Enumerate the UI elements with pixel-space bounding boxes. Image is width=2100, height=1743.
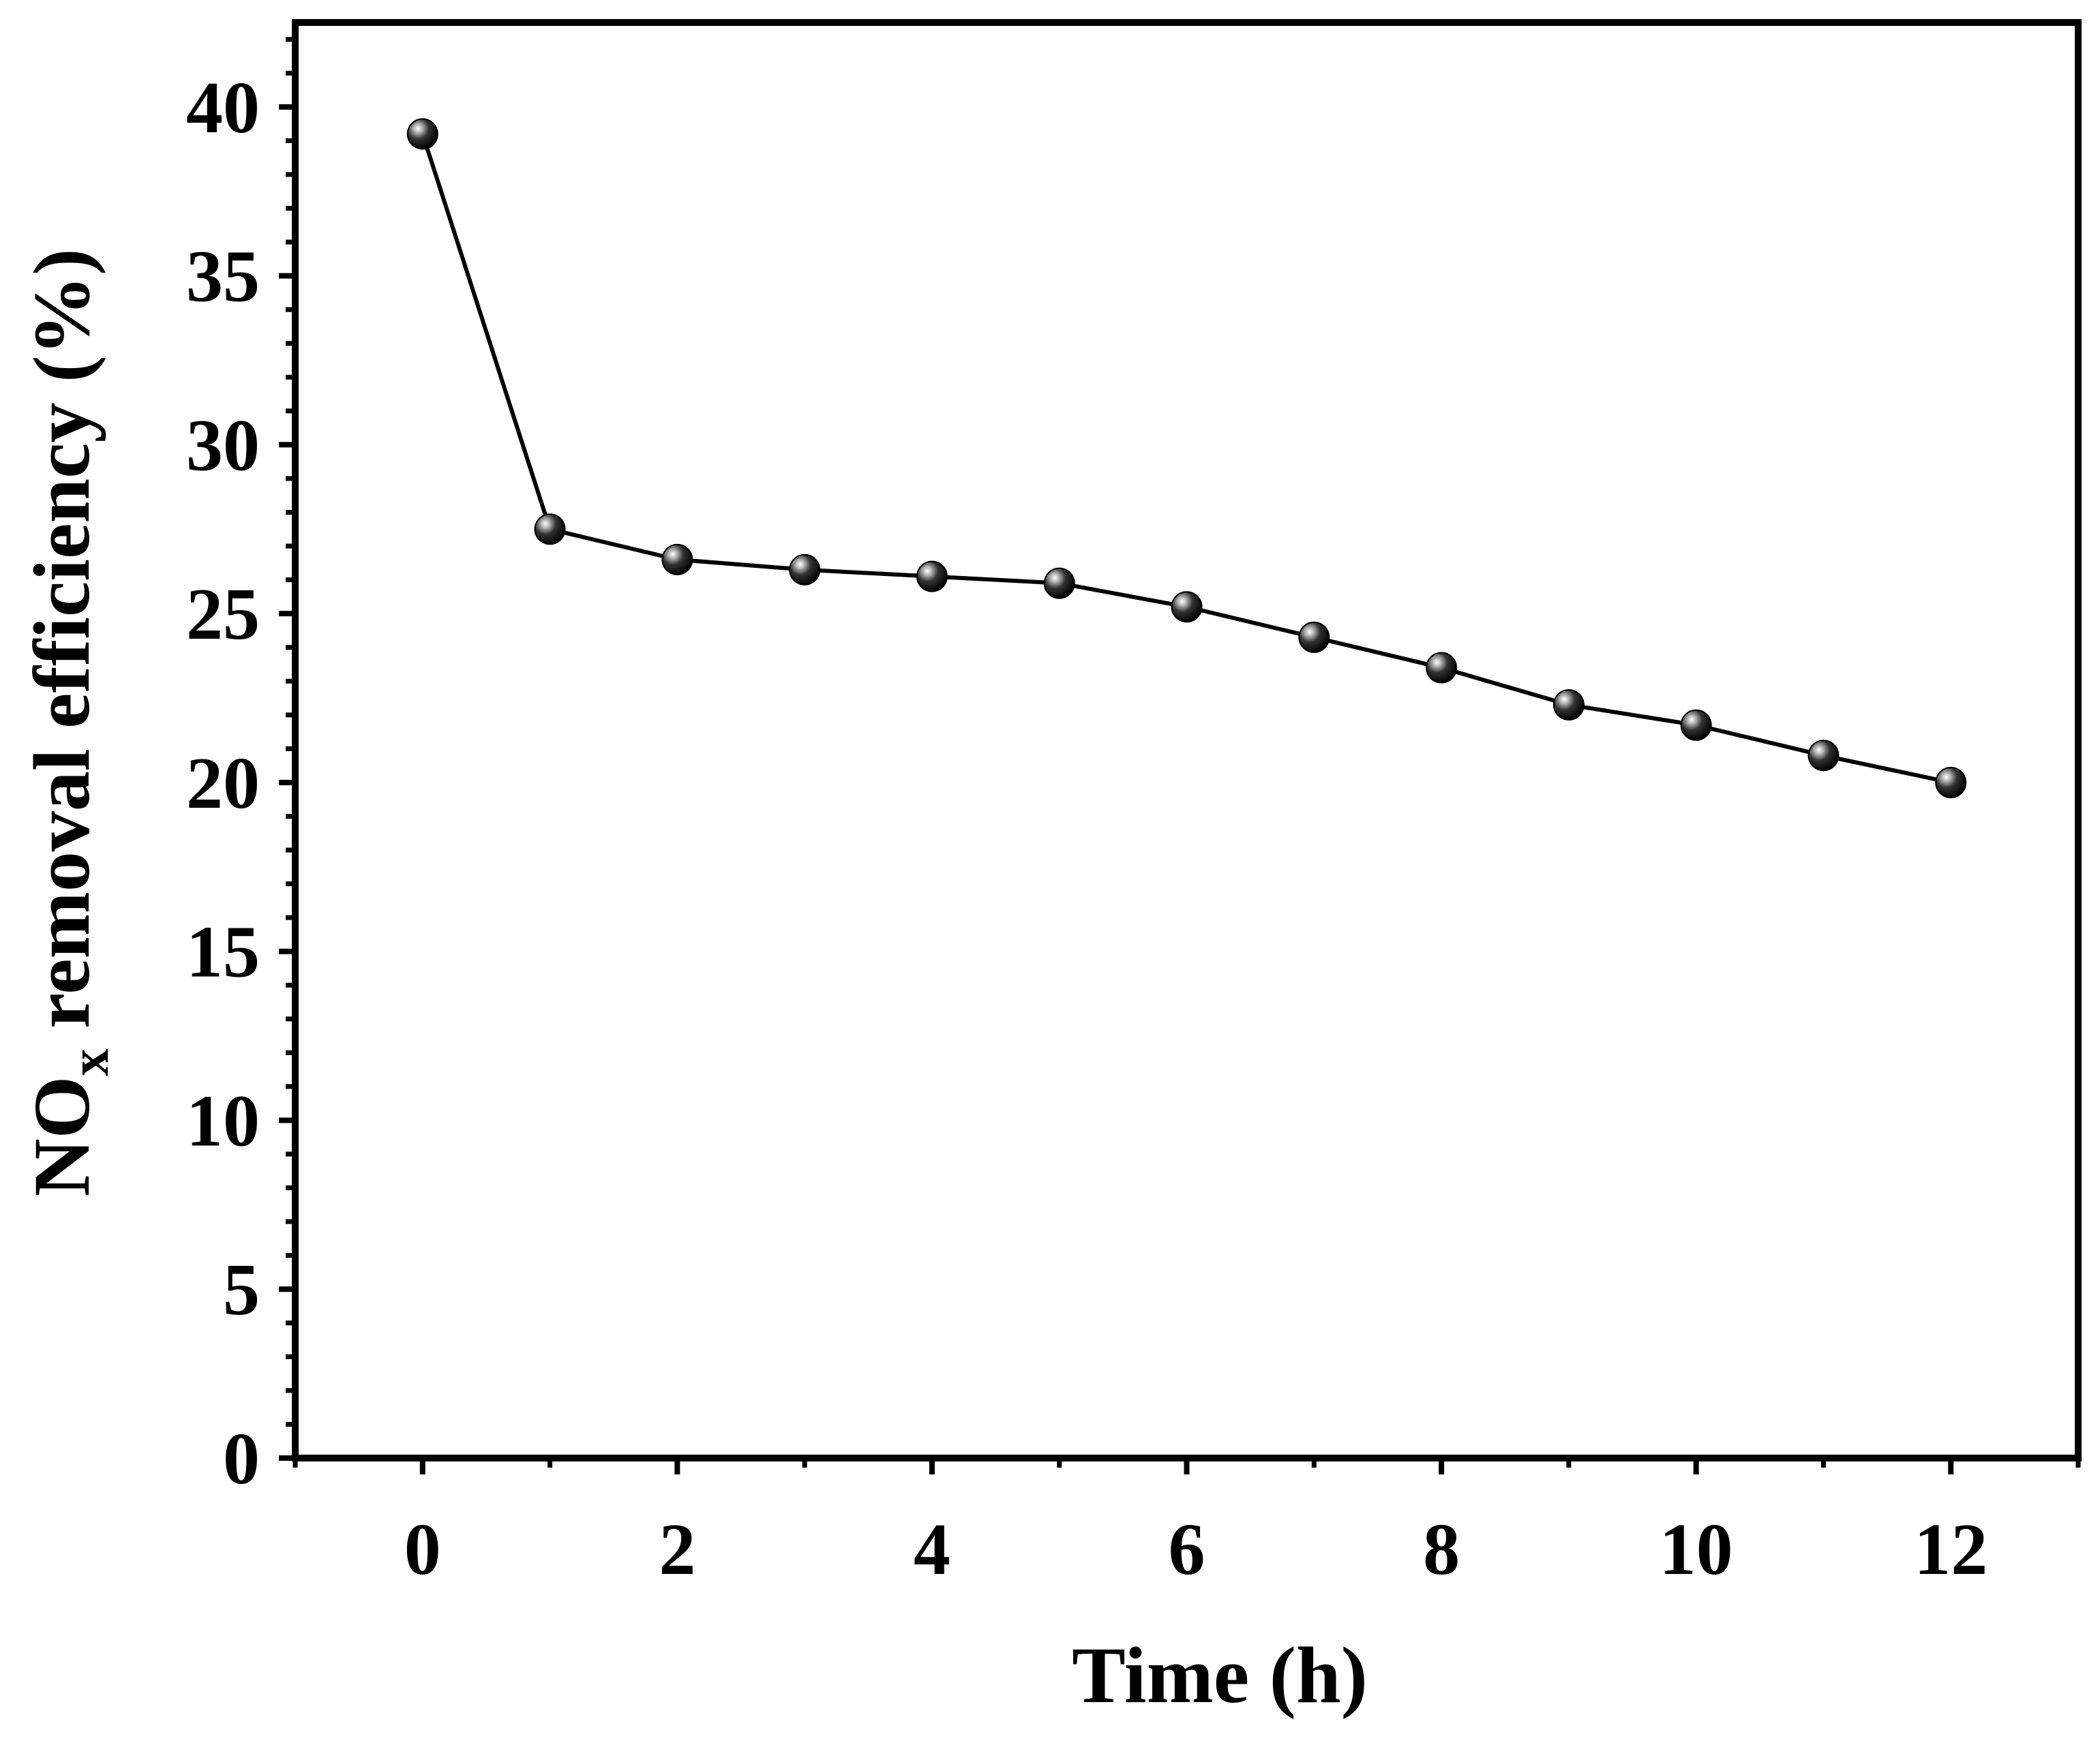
y-tick-label: 30 [186, 405, 260, 486]
y-axis-title-main: NO [17, 1076, 106, 1197]
data-point [661, 543, 693, 575]
data-point [534, 513, 566, 545]
x-tick-label: 4 [914, 1509, 950, 1590]
data-point [916, 560, 948, 592]
x-tick-label: 10 [1660, 1509, 1733, 1590]
y-tick-label: 25 [186, 574, 260, 655]
x-tick-label: 0 [404, 1509, 441, 1590]
y-tick-label: 15 [186, 912, 260, 993]
y-tick-label: 40 [186, 67, 260, 149]
data-point [1426, 652, 1458, 684]
y-tick-label: 35 [186, 237, 260, 318]
data-point [789, 554, 821, 586]
y-axis-title: NOx removal efficiency (%) [17, 248, 120, 1196]
series-line [420, 133, 1951, 785]
data-point [1043, 567, 1075, 599]
data-point [1171, 591, 1203, 623]
y-axis-title-subscript: x [60, 1049, 120, 1076]
x-tick-label: 8 [1423, 1509, 1460, 1590]
x-tick-label: 6 [1169, 1509, 1205, 1590]
y-tick-label: 0 [223, 1419, 260, 1500]
y-axis-title-rest: removal efficiency (%) [17, 248, 106, 1048]
y-tick-label: 20 [186, 743, 260, 824]
data-point [1807, 740, 1840, 772]
plot-frame [292, 19, 2082, 1461]
data-point [406, 118, 438, 150]
data-point [1298, 621, 1330, 653]
y-tick-label: 10 [186, 1080, 260, 1162]
data-point [1680, 709, 1712, 741]
y-tick-label: 5 [223, 1249, 260, 1331]
data-point [1935, 766, 1967, 798]
x-axis-title: Time (h) [1072, 1631, 1368, 1720]
x-tick-label: 2 [659, 1509, 695, 1590]
x-tick-label: 12 [1914, 1509, 1987, 1590]
data-point [1552, 688, 1585, 721]
